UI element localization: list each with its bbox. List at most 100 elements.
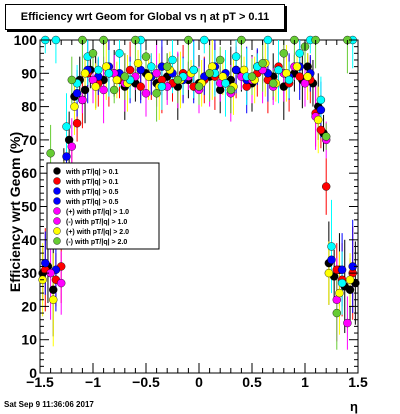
data-point (168, 55, 177, 65)
data-point (157, 82, 167, 91)
data-point (189, 65, 198, 75)
data-point (62, 122, 71, 131)
data-point (327, 255, 336, 264)
y-tick-label: 70 (21, 132, 37, 148)
data-point (62, 152, 71, 161)
data-point (70, 102, 79, 111)
data-point (78, 95, 87, 105)
legend-label: with pT/|q| > 0.1 (65, 169, 118, 176)
data-point (345, 285, 355, 294)
data-point (322, 132, 331, 141)
legend-frame (46, 162, 160, 250)
data-point (94, 65, 103, 75)
data-point (335, 288, 344, 298)
x-tick-label: −1 (85, 374, 101, 390)
x-tick-label: −1.5 (26, 374, 54, 390)
data-point (231, 52, 241, 61)
y-axis-label: Efficiency wrt Geom (%) (7, 132, 23, 292)
data-point (51, 35, 61, 45)
legend-label: with pT/|q| > 0.1 (65, 179, 118, 186)
data-point (269, 79, 278, 88)
data-point (141, 52, 151, 61)
data-point (88, 49, 98, 58)
data-point (80, 85, 90, 95)
x-tick-label: −0.5 (132, 374, 160, 390)
legend-label: with pT/|q| > 0.5 (65, 199, 118, 206)
data-point (316, 125, 326, 135)
data-point (112, 75, 122, 85)
data-points (38, 35, 360, 328)
data-point (263, 35, 273, 45)
legend-label: (+) with pT/|q| > 1.0 (66, 209, 129, 216)
y-tick-label: 100 (14, 32, 38, 48)
data-point (337, 265, 347, 274)
y-tick-label: 90 (21, 65, 37, 81)
data-point (279, 49, 288, 58)
chart-title: Efficiency wrt Geom for Global vs η at p… (5, 4, 285, 30)
data-point (200, 35, 209, 45)
y-tick-label: 0 (29, 365, 37, 381)
legend-marker (53, 227, 61, 235)
data-point (258, 59, 267, 68)
x-axis-label: η (350, 399, 358, 414)
data-point (162, 62, 172, 71)
legend-marker (53, 197, 61, 205)
data-point (49, 285, 58, 294)
data-point (316, 105, 326, 115)
data-point (67, 75, 77, 85)
legend-marker (53, 167, 61, 175)
data-point (120, 72, 130, 81)
data-point (46, 149, 55, 158)
data-point (109, 85, 119, 95)
legend-marker (53, 207, 61, 215)
data-point (295, 49, 304, 58)
data-point (99, 85, 108, 95)
y-tick-label: 10 (21, 332, 37, 348)
data-point (152, 69, 161, 78)
y-tick-label: 80 (21, 99, 37, 115)
data-point (80, 69, 90, 78)
legend-label: (-) with pT/|q| > 1.0 (66, 219, 127, 226)
data-point (173, 75, 183, 85)
data-point (57, 278, 66, 288)
y-tick-label: 30 (21, 265, 37, 281)
data-point (194, 82, 204, 91)
data-point (41, 258, 50, 268)
data-point (314, 115, 323, 125)
data-point (49, 295, 58, 304)
timestamp: Sat Sep 9 11:36:06 2017 (4, 400, 94, 409)
data-point (91, 82, 100, 91)
data-point (226, 85, 236, 95)
data-point (343, 318, 352, 328)
legend-label: (-) with pT/|q| > 2.0 (66, 239, 127, 246)
data-point (221, 79, 230, 88)
data-point (141, 89, 151, 98)
data-point (147, 62, 156, 71)
y-axis-ticks: 0 10 20 30 40 50 60 70 80 90 100 (14, 32, 358, 381)
y-tick-label: 60 (21, 165, 37, 181)
data-point (115, 49, 124, 58)
data-point (231, 65, 241, 75)
y-tick-label: 40 (21, 232, 37, 248)
data-point (247, 72, 257, 81)
data-point (284, 75, 294, 85)
data-point (332, 308, 341, 318)
x-axis-ticks: −1.5 −1 −0.5 0 0.5 1 1.5 (26, 40, 368, 390)
data-point (295, 72, 304, 81)
legend: with pT/|q| > 0.1 with pT/|q| > 0.1 with p… (46, 162, 160, 250)
x-tick-label: 1 (301, 374, 309, 390)
x-tick-label: 0.5 (242, 374, 262, 390)
data-point (205, 69, 214, 78)
data-point (274, 65, 283, 75)
data-point (104, 69, 114, 78)
x-tick-label: 0 (195, 374, 203, 390)
legend-marker (53, 237, 61, 245)
y-tick-label: 50 (21, 199, 37, 215)
data-point (67, 142, 77, 151)
legend-label: (+) with pT/|q| > 2.0 (66, 229, 129, 236)
data-point (345, 275, 355, 284)
data-point (215, 55, 225, 65)
y-tick-label: 20 (21, 298, 37, 314)
data-point (292, 62, 302, 71)
